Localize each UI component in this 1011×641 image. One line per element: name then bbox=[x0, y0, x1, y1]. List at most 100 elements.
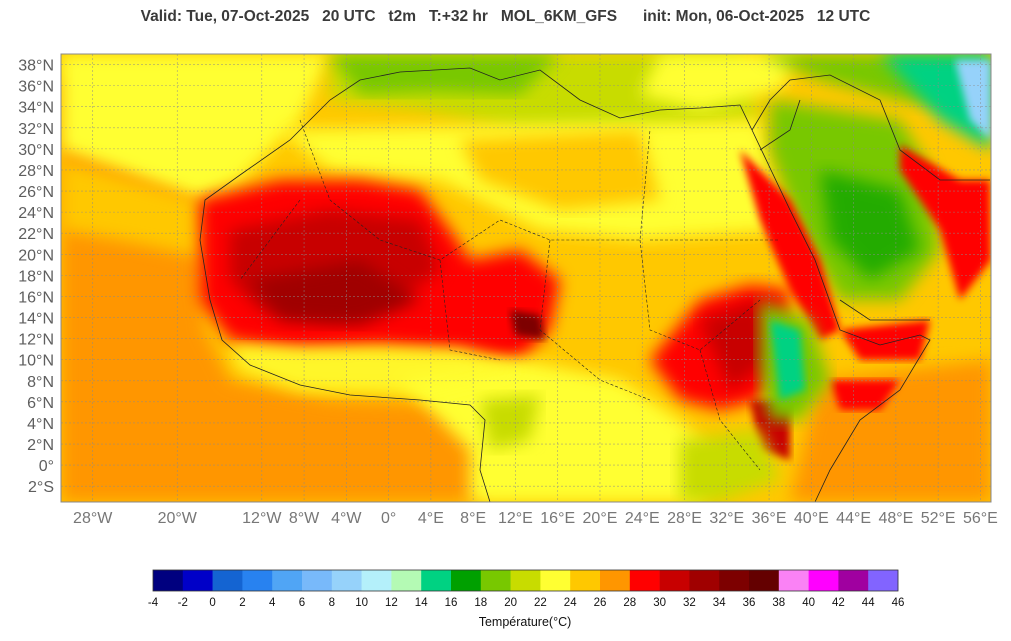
colorbar-swatch bbox=[331, 570, 362, 591]
lat-tick-label: 30°N bbox=[18, 142, 54, 159]
colorbar-swatch bbox=[778, 570, 809, 591]
colorbar-tick-label: 14 bbox=[415, 597, 428, 609]
colorbar-swatch bbox=[570, 570, 601, 591]
colorbar-tick-label: 34 bbox=[713, 597, 726, 609]
colorbar-swatch bbox=[212, 570, 243, 591]
colorbar-swatch bbox=[421, 570, 452, 591]
map-title: Valid: Tue, 07-Oct-2025 20 UTC t2m T:+32… bbox=[140, 8, 871, 25]
colorbar-swatch bbox=[480, 570, 511, 591]
latitude-labels: 38°N 36°N 34°N 32°N 30°N 28°N 26°N 24°N 22°N 20°N… bbox=[18, 58, 54, 497]
lon-tick-label: 36°E bbox=[752, 510, 787, 527]
lon-tick-label: 4°W bbox=[331, 510, 362, 527]
colorbar-tick-label: 32 bbox=[683, 597, 696, 609]
lon-tick-label: 40°E bbox=[794, 510, 829, 527]
lon-tick-label: 20°E bbox=[583, 510, 618, 527]
lon-tick-label: 24°E bbox=[625, 510, 660, 527]
colorbar-tick-label: 38 bbox=[772, 597, 785, 609]
lat-tick-label: 36°N bbox=[18, 79, 54, 96]
map-frame bbox=[60, 53, 992, 503]
colorbar-tick-label: 10 bbox=[355, 597, 368, 609]
colorbar-tick-label: 18 bbox=[474, 597, 487, 609]
lon-tick-label: 32°E bbox=[709, 510, 744, 527]
colorbar-swatch bbox=[302, 570, 333, 591]
colorbar-tick-label: 40 bbox=[802, 597, 815, 609]
colorbar-tick-label: 2 bbox=[239, 597, 245, 609]
colorbar-swatch bbox=[689, 570, 720, 591]
lon-tick-label: 28°E bbox=[667, 510, 702, 527]
colorbar-swatch bbox=[629, 570, 660, 591]
colorbar-swatch bbox=[510, 570, 541, 591]
colorbar-tick-label: 24 bbox=[564, 597, 577, 609]
lat-tick-label: 22°N bbox=[18, 226, 54, 243]
colorbar-swatch bbox=[391, 570, 422, 591]
colorbar-tick-label: 30 bbox=[653, 597, 666, 609]
lat-tick-label: 0° bbox=[39, 458, 54, 475]
colorbar-swatch bbox=[540, 570, 571, 591]
lat-tick-label: 32°N bbox=[18, 121, 54, 138]
lat-tick-label: 24°N bbox=[18, 205, 54, 222]
lat-tick-label: 12°N bbox=[18, 332, 54, 349]
colorbar-tick-label: 42 bbox=[832, 597, 845, 609]
lon-tick-label: 28°W bbox=[73, 510, 113, 527]
colorbar-tick-label: 46 bbox=[892, 597, 905, 609]
lon-tick-label: 12°E bbox=[498, 510, 533, 527]
colorbar-swatch bbox=[868, 570, 899, 591]
colorbar-swatch bbox=[600, 570, 631, 591]
colorbar-tick-label: 26 bbox=[594, 597, 607, 609]
coastlines bbox=[199, 67, 990, 502]
colorbar-tick-label: 8 bbox=[329, 597, 335, 609]
lat-tick-label: 38°N bbox=[18, 58, 54, 75]
temperature-field bbox=[61, 54, 991, 502]
colorbar-tick-label: 12 bbox=[385, 597, 398, 609]
colorbar-tick-label: -2 bbox=[178, 597, 188, 609]
colorbar-tick-label: 0 bbox=[209, 597, 215, 609]
lat-tick-label: 34°N bbox=[18, 100, 54, 117]
country-borders bbox=[239, 119, 780, 471]
colorbar-tick-label: -4 bbox=[148, 597, 159, 609]
colorbar-tick-label: 22 bbox=[534, 597, 547, 609]
lon-tick-label: 56°E bbox=[963, 510, 998, 527]
colorbar-tick-label: 20 bbox=[504, 597, 517, 609]
lon-tick-label: 8°W bbox=[289, 510, 320, 527]
lon-tick-label: 52°E bbox=[921, 510, 956, 527]
colorbar-swatch bbox=[451, 570, 482, 591]
lat-tick-label: 20°N bbox=[18, 247, 54, 264]
longitude-labels: 28°W 20°W 12°W 8°W 4°W 0° 4°E 8°E 12°E 16°E 20°E 24… bbox=[73, 510, 998, 527]
colorbar-swatch bbox=[153, 570, 184, 591]
colorbar-swatches bbox=[153, 570, 899, 591]
lat-tick-label: 4°N bbox=[27, 416, 54, 433]
colorbar-swatch bbox=[242, 570, 273, 591]
lat-tick-label: 18°N bbox=[18, 268, 54, 285]
colorbar-swatch bbox=[838, 570, 869, 591]
lat-tick-label: 2°N bbox=[27, 437, 54, 454]
colorbar-swatch bbox=[749, 570, 780, 591]
lon-tick-label: 12°W bbox=[242, 510, 282, 527]
lon-tick-label: 16°E bbox=[540, 510, 575, 527]
lat-tick-label: 16°N bbox=[18, 289, 54, 306]
lat-tick-label: 26°N bbox=[18, 184, 54, 201]
lon-tick-label: 20°W bbox=[158, 510, 198, 527]
lon-tick-label: 8°E bbox=[460, 510, 486, 527]
lat-tick-label: 14°N bbox=[18, 311, 54, 328]
colorbar-swatch bbox=[719, 570, 750, 591]
colorbar-swatch bbox=[361, 570, 392, 591]
colorbar-tick-label: 4 bbox=[269, 597, 276, 609]
lon-tick-label: 48°E bbox=[878, 510, 913, 527]
lat-tick-label: 10°N bbox=[18, 353, 54, 370]
colorbar-tick-label: 36 bbox=[743, 597, 756, 609]
colorbar-title: Température(°C) bbox=[479, 615, 572, 629]
lon-tick-label: 4°E bbox=[418, 510, 444, 527]
colorbar-tick-label: 28 bbox=[623, 597, 636, 609]
colorbar-swatch bbox=[272, 570, 303, 591]
colorbar-swatch bbox=[182, 570, 213, 591]
colorbar-ticks: -4 -2 0 2 4 6 8 10 12 14 16 18 20 22 24 26 28 30 32 34 36 38 4… bbox=[148, 597, 905, 609]
colorbar-swatch bbox=[659, 570, 690, 591]
lat-tick-label: 2°S bbox=[28, 479, 54, 496]
lat-tick-label: 28°N bbox=[18, 163, 54, 180]
graticule bbox=[61, 54, 991, 502]
colorbar-swatch bbox=[808, 570, 839, 591]
colorbar-tick-label: 44 bbox=[862, 597, 875, 609]
lon-tick-label: 44°E bbox=[836, 510, 871, 527]
